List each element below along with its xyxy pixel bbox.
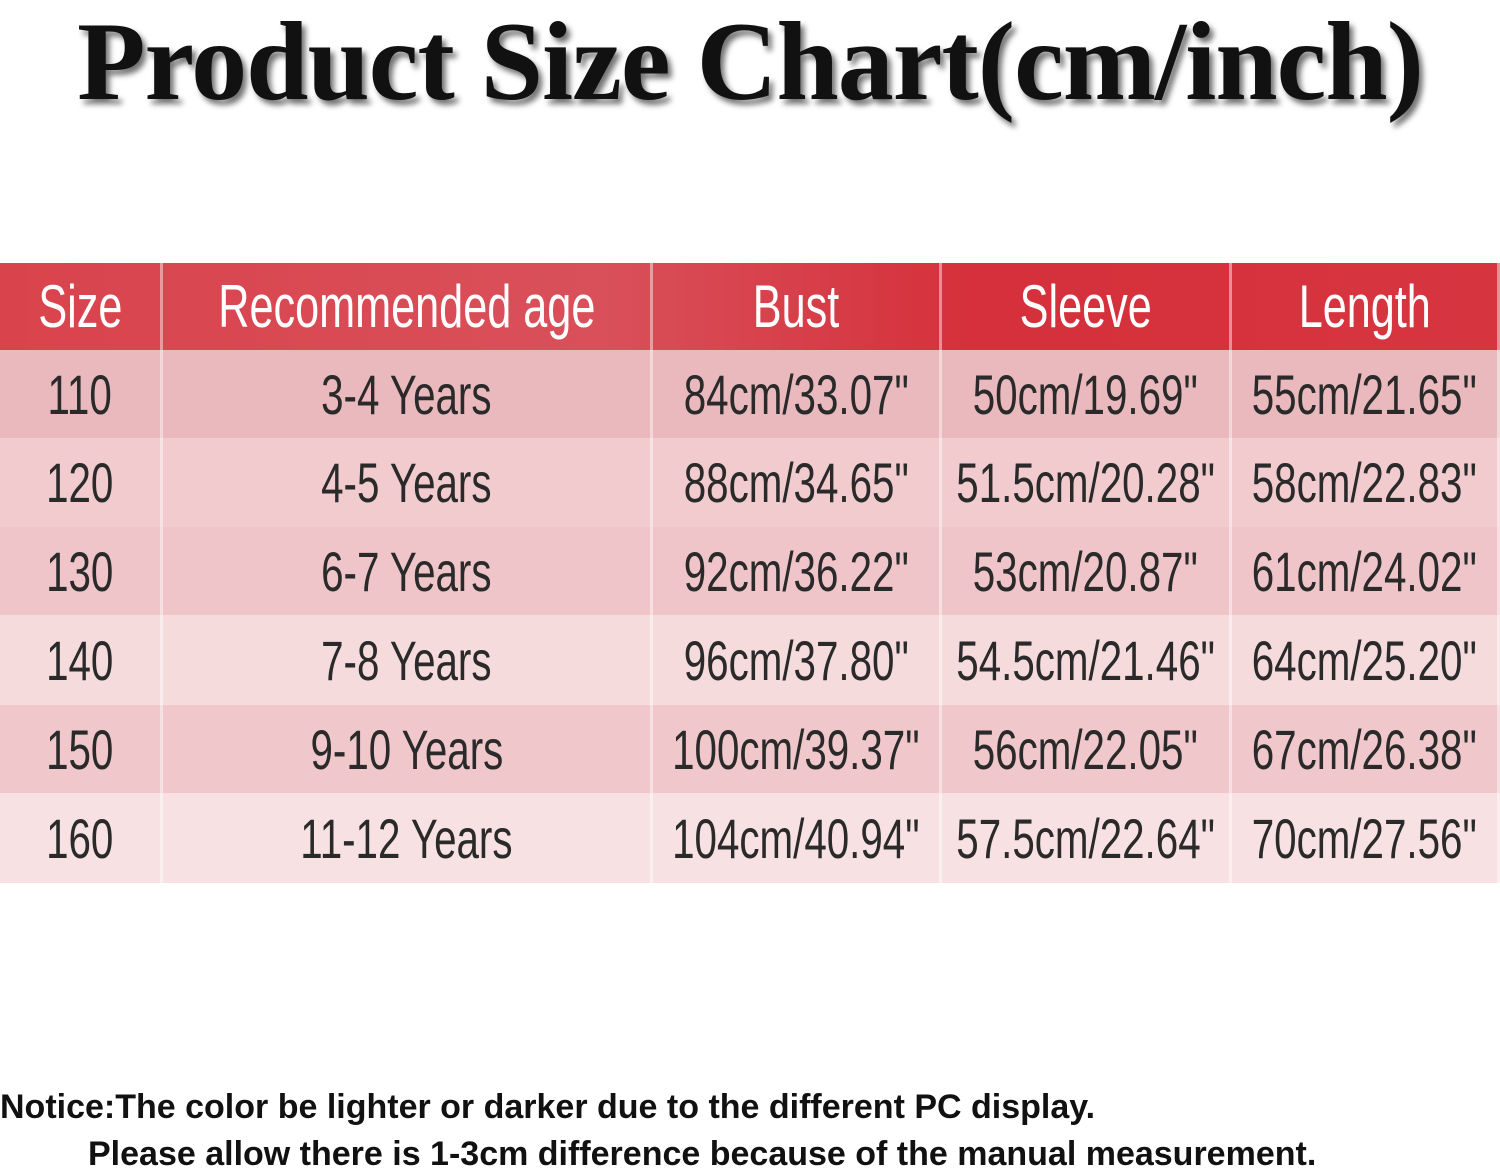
cell-text: 120 <box>46 451 114 514</box>
table-row: 140 7-8 Years 96cm/37.80" 54.5cm/21.46" 64cm… <box>0 615 1500 705</box>
table-cell: 11-12 Years <box>163 793 653 883</box>
cell-text: 110 <box>47 362 113 426</box>
table-cell: 88cm/34.65" <box>653 438 942 527</box>
cell-text: 92cm/36.22" <box>683 539 909 603</box>
table-cell: 4-5 Years <box>163 438 653 527</box>
header-cell: Length <box>1232 263 1500 350</box>
table-row: 160 11-12 Years 104cm/40.94" 57.5cm/22.64" 7… <box>0 793 1500 883</box>
cell-text: 7-8 Years <box>321 628 492 692</box>
table-cell: 67cm/26.38" <box>1232 705 1500 793</box>
cell-text: 100cm/39.37" <box>672 717 920 781</box>
table-cell: 120 <box>0 438 163 527</box>
table-row: 110 3-4 Years 84cm/33.07" 50cm/19.69" 55cm/2… <box>0 350 1500 438</box>
notice-line: Please allow there is 1-3cm difference b… <box>88 1135 1317 1173</box>
cell-text: Size <box>37 273 123 340</box>
cell-text: 67cm/26.38" <box>1252 717 1478 781</box>
cell-text: Sleeve <box>1019 273 1152 340</box>
cell-text: 54.5cm/21.46" <box>956 628 1215 692</box>
table-cell: 61cm/24.02" <box>1232 527 1500 615</box>
table-cell: 58cm/22.83" <box>1232 438 1500 527</box>
cell-text: 9-10 Years <box>310 717 503 781</box>
cell-text: Recommended age <box>217 273 596 340</box>
table-cell: 3-4 Years <box>163 350 653 438</box>
table-cell: 110 <box>0 350 163 438</box>
header-cell: Recommended age <box>163 263 653 350</box>
header-cell: Bust <box>653 263 942 350</box>
cell-text: 140 <box>46 628 114 692</box>
table-cell: 6-7 Years <box>163 527 653 615</box>
table-cell: 70cm/27.56" <box>1232 793 1500 883</box>
table-cell: 7-8 Years <box>163 615 653 705</box>
table-row: 130 6-7 Years 92cm/36.22" 53cm/20.87" 61cm/2… <box>0 527 1500 615</box>
table-cell: 53cm/20.87" <box>942 527 1232 615</box>
table-cell: 56cm/22.05" <box>942 705 1232 793</box>
table-cell: 84cm/33.07" <box>653 350 942 438</box>
cell-text: 51.5cm/20.28" <box>956 451 1215 514</box>
cell-text: 55cm/21.65" <box>1252 362 1478 426</box>
cell-text: 57.5cm/22.64" <box>956 806 1215 870</box>
table-cell: 57.5cm/22.64" <box>942 793 1232 883</box>
cell-text: 96cm/37.80" <box>683 628 909 692</box>
table-row: 120 4-5 Years 88cm/34.65" 51.5cm/20.28" 58cm… <box>0 438 1500 527</box>
table-cell: 130 <box>0 527 163 615</box>
table-cell: 104cm/40.94" <box>653 793 942 883</box>
cell-text: 160 <box>46 806 114 870</box>
header-cell: Size <box>0 263 163 350</box>
cell-text: 130 <box>46 539 114 603</box>
table-cell: 9-10 Years <box>163 705 653 793</box>
cell-text: 4-5 Years <box>321 451 492 514</box>
table-cell: 51.5cm/20.28" <box>942 438 1232 527</box>
cell-text: 70cm/27.56" <box>1252 806 1478 870</box>
table-row: 150 9-10 Years 100cm/39.37" 56cm/22.05" 67cm… <box>0 705 1500 793</box>
table-cell: 160 <box>0 793 163 883</box>
notice-line: Notice:The color be lighter or darker du… <box>0 1088 1096 1126</box>
cell-text: 53cm/20.87" <box>973 539 1199 603</box>
cell-text: 56cm/22.05" <box>973 717 1199 781</box>
cell-text: 11-12 Years <box>300 806 513 870</box>
cell-text: 64cm/25.20" <box>1252 628 1478 692</box>
title: Product Size Chart(cm/inch) <box>77 0 1424 124</box>
table-cell: 50cm/19.69" <box>942 350 1232 438</box>
cell-text: 6-7 Years <box>321 539 492 603</box>
table-cell: 96cm/37.80" <box>653 615 942 705</box>
cell-text: 84cm/33.07" <box>683 362 909 426</box>
cell-text: Length <box>1298 273 1431 340</box>
cell-text: 61cm/24.02" <box>1252 539 1478 603</box>
table-cell: 100cm/39.37" <box>653 705 942 793</box>
table-cell: 55cm/21.65" <box>1232 350 1500 438</box>
cell-text: 88cm/34.65" <box>683 451 909 514</box>
table-cell: 54.5cm/21.46" <box>942 615 1232 705</box>
cell-text: Bust <box>752 273 840 340</box>
cell-text: 104cm/40.94" <box>672 806 920 870</box>
table-cell: 64cm/25.20" <box>1232 615 1500 705</box>
header-row: Size Recommended age Bust Sleeve Length <box>0 263 1500 350</box>
cell-text: 58cm/22.83" <box>1252 451 1478 514</box>
size-table: Size Recommended age Bust Sleeve Length 110 3-… <box>0 263 1500 883</box>
table-cell: 92cm/36.22" <box>653 527 942 615</box>
cell-text: 50cm/19.69" <box>973 362 1199 426</box>
cell-text: 3-4 Years <box>321 362 492 426</box>
cell-text: 150 <box>46 717 114 781</box>
table-cell: 140 <box>0 615 163 705</box>
header-cell: Sleeve <box>942 263 1232 350</box>
table-cell: 150 <box>0 705 163 793</box>
